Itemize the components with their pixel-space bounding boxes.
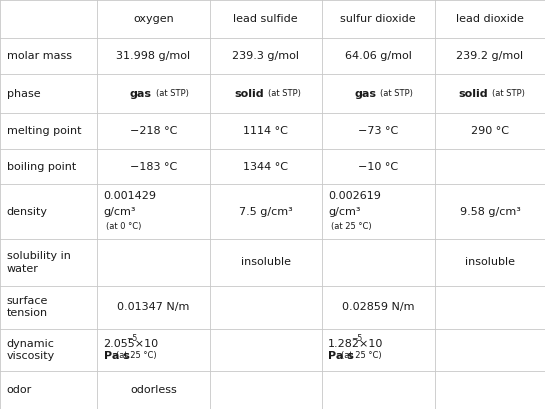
Text: 0.002619: 0.002619 bbox=[328, 191, 381, 202]
Text: (at 25 °C): (at 25 °C) bbox=[116, 351, 156, 360]
Text: solid: solid bbox=[458, 88, 488, 99]
Text: −5: −5 bbox=[126, 334, 137, 343]
Text: solubility in
water: solubility in water bbox=[7, 251, 70, 274]
Text: 239.3 g/mol: 239.3 g/mol bbox=[232, 51, 299, 61]
Text: 64.06 g/mol: 64.06 g/mol bbox=[345, 51, 411, 61]
Text: 7.5 g/cm³: 7.5 g/cm³ bbox=[239, 207, 293, 217]
Text: (at STP): (at STP) bbox=[268, 89, 301, 98]
Text: 1.282×10: 1.282×10 bbox=[328, 339, 384, 349]
Text: phase: phase bbox=[7, 88, 40, 99]
Text: odor: odor bbox=[7, 385, 32, 395]
Text: odorless: odorless bbox=[130, 385, 177, 395]
Text: boiling point: boiling point bbox=[7, 162, 76, 172]
Text: 239.2 g/mol: 239.2 g/mol bbox=[456, 51, 524, 61]
Text: surface
tension: surface tension bbox=[7, 296, 48, 318]
Text: oxygen: oxygen bbox=[133, 14, 174, 24]
Text: 9.58 g/cm³: 9.58 g/cm³ bbox=[459, 207, 520, 217]
Text: insoluble: insoluble bbox=[465, 257, 515, 267]
Text: 0.001429: 0.001429 bbox=[104, 191, 156, 202]
Text: insoluble: insoluble bbox=[241, 257, 290, 267]
Text: (at STP): (at STP) bbox=[156, 89, 189, 98]
Text: 290 °C: 290 °C bbox=[471, 126, 509, 136]
Text: g/cm³: g/cm³ bbox=[104, 207, 136, 217]
Text: 2.055×10: 2.055×10 bbox=[104, 339, 159, 349]
Text: 0.02859 N/m: 0.02859 N/m bbox=[342, 302, 415, 312]
Text: −218 °C: −218 °C bbox=[130, 126, 177, 136]
Text: (at STP): (at STP) bbox=[492, 89, 525, 98]
Text: 1114 °C: 1114 °C bbox=[243, 126, 288, 136]
Text: −10 °C: −10 °C bbox=[358, 162, 398, 172]
Text: melting point: melting point bbox=[7, 126, 81, 136]
Text: (at 25 °C): (at 25 °C) bbox=[331, 222, 372, 231]
Text: (at 0 °C): (at 0 °C) bbox=[106, 222, 142, 231]
Text: gas: gas bbox=[354, 88, 376, 99]
Text: g/cm³: g/cm³ bbox=[328, 207, 361, 217]
Text: (at 25 °C): (at 25 °C) bbox=[341, 351, 381, 360]
Text: (at STP): (at STP) bbox=[380, 89, 413, 98]
Text: Pa s: Pa s bbox=[104, 351, 129, 361]
Text: −183 °C: −183 °C bbox=[130, 162, 177, 172]
Text: molar mass: molar mass bbox=[7, 51, 71, 61]
Text: dynamic
viscosity: dynamic viscosity bbox=[7, 339, 55, 361]
Text: lead sulfide: lead sulfide bbox=[233, 14, 298, 24]
Text: 0.01347 N/m: 0.01347 N/m bbox=[117, 302, 190, 312]
Text: solid: solid bbox=[234, 88, 264, 99]
Text: Pa s: Pa s bbox=[328, 351, 354, 361]
Text: lead dioxide: lead dioxide bbox=[456, 14, 524, 24]
Text: −5: −5 bbox=[350, 334, 362, 343]
Text: sulfur dioxide: sulfur dioxide bbox=[341, 14, 416, 24]
Text: gas: gas bbox=[129, 88, 151, 99]
Text: density: density bbox=[7, 207, 47, 217]
Text: 1344 °C: 1344 °C bbox=[243, 162, 288, 172]
Text: −73 °C: −73 °C bbox=[358, 126, 398, 136]
Text: 31.998 g/mol: 31.998 g/mol bbox=[116, 51, 191, 61]
